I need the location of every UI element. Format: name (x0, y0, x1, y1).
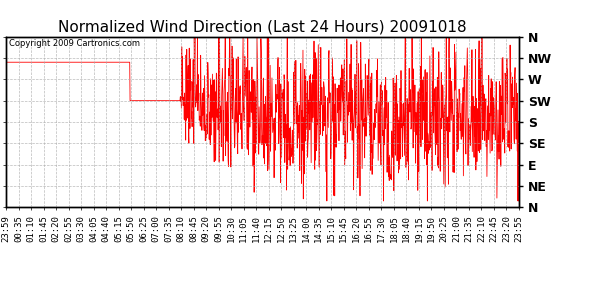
Text: Copyright 2009 Cartronics.com: Copyright 2009 Cartronics.com (8, 39, 140, 48)
Title: Normalized Wind Direction (Last 24 Hours) 20091018: Normalized Wind Direction (Last 24 Hours… (58, 19, 467, 34)
